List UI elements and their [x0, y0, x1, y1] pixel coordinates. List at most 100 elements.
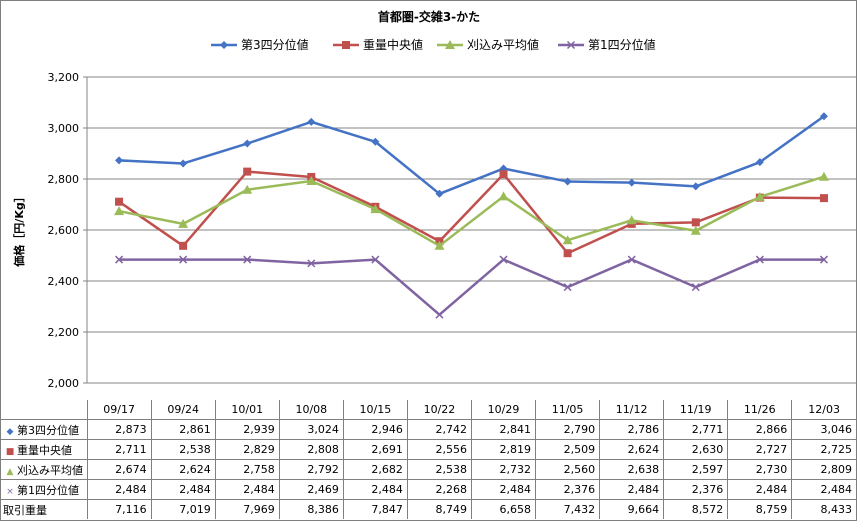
data-label: 2,861 — [150, 419, 216, 440]
data-label: 2,809 — [791, 459, 856, 480]
data-point — [691, 182, 700, 191]
y-tick-label: 2,200 — [48, 326, 80, 339]
x-tick-label: 11/26 — [727, 400, 793, 420]
legend-marker — [566, 40, 576, 50]
data-label: 2,624 — [599, 439, 665, 460]
legend-item-4: 第1四分位値 — [558, 37, 656, 52]
data-label: 7,019 — [150, 499, 216, 519]
data-point — [690, 225, 701, 235]
data-label: 2,711 — [86, 439, 152, 460]
table-row: ◆ 第3四分位値 2,873 2,861 2,939 3,024 2,946 2,742 2,8… — [1, 419, 856, 440]
data-label: 2,866 — [727, 419, 793, 440]
data-label: 2,484 — [791, 479, 856, 500]
legend-item-2: 重量中央値 — [333, 37, 423, 52]
data-label: 2,742 — [406, 419, 472, 440]
data-label: 2,630 — [663, 439, 729, 460]
legend-marker — [342, 41, 350, 49]
y-tick-label: 3,000 — [48, 122, 80, 135]
table-row: ▲ 刈込み平均値 2,674 2,624 2,758 2,792 2,682 2,538 2,7… — [1, 459, 856, 480]
data-label: 8,572 — [663, 499, 729, 519]
data-label: 2,376 — [663, 479, 729, 500]
data-label: 8,759 — [727, 499, 793, 519]
data-label: 2,597 — [663, 459, 729, 480]
data-label: 2,560 — [535, 459, 601, 480]
data-label: 2,790 — [535, 419, 601, 440]
legend-label: 第3四分位値 — [241, 37, 309, 52]
data-label: 2,939 — [214, 419, 280, 440]
data-label: 2,556 — [406, 439, 472, 460]
data-point — [691, 283, 700, 292]
x-tick-label: 12/03 — [791, 400, 856, 420]
data-point — [371, 137, 380, 146]
data-point — [819, 112, 828, 121]
x-tick-label: 11/05 — [535, 400, 601, 420]
data-label: 8,386 — [278, 499, 344, 519]
data-point — [626, 215, 637, 225]
y-tick-label: 2,000 — [48, 377, 80, 390]
data-point — [754, 191, 765, 201]
legend-label: 重量中央値 — [363, 37, 423, 52]
row-label: × 第1四分位値 — [1, 479, 88, 500]
data-point — [115, 156, 124, 165]
data-point — [115, 197, 124, 206]
row-label: ▲ 刈込み平均値 — [1, 459, 88, 480]
data-label: 2,841 — [470, 419, 537, 440]
data-label: 3,024 — [278, 419, 344, 440]
data-label: 2,484 — [86, 479, 152, 500]
y-tick-label: 3,200 — [48, 71, 80, 84]
row-label: ◆ 第3四分位値 — [1, 419, 88, 440]
legend-item-1: 第3四分位値 — [211, 37, 309, 52]
data-label: 2,771 — [663, 419, 729, 440]
data-point — [434, 240, 445, 250]
data-point — [627, 178, 636, 187]
data-point — [819, 255, 828, 264]
data-point — [243, 139, 252, 148]
data-point — [178, 218, 189, 228]
row-label: ■ 重量中央値 — [1, 439, 88, 460]
y-tick-label: 2,600 — [48, 224, 80, 237]
data-label: 3,046 — [791, 419, 856, 440]
row-label: 取引重量 — [1, 499, 88, 519]
x-tick-label: 10/29 — [470, 400, 537, 420]
data-label: 2,624 — [150, 459, 216, 480]
legend-key-x: × — [6, 486, 14, 497]
data-label: 2,786 — [599, 419, 665, 440]
data-point — [179, 159, 188, 168]
data-label: 2,484 — [214, 479, 280, 500]
data-point — [627, 255, 636, 264]
data-label: 2,725 — [791, 439, 856, 460]
data-point — [435, 189, 444, 198]
data-point — [114, 206, 125, 216]
data-label: 2,376 — [535, 479, 601, 500]
x-tick-label: 10/01 — [214, 400, 280, 420]
data-label: 9,664 — [599, 499, 665, 519]
data-label: 2,732 — [470, 459, 537, 480]
x-tick-label: 09/17 — [86, 400, 152, 420]
series-4 — [115, 255, 828, 319]
data-point — [242, 184, 253, 194]
series-line — [118, 115, 825, 196]
data-point — [563, 283, 572, 292]
data-point — [498, 191, 509, 201]
data-label: 2,469 — [278, 479, 344, 500]
series-3 — [114, 171, 829, 250]
data-point — [563, 249, 572, 258]
data-label: 2,730 — [727, 459, 793, 480]
series-1 — [115, 112, 828, 198]
table-row: × 第1四分位値 2,484 2,484 2,484 2,469 2,484 2,268 2,4… — [1, 479, 856, 500]
data-label: 2,946 — [342, 419, 408, 440]
series-line — [118, 175, 825, 248]
legend-item-3: 刈込み平均値 — [437, 37, 539, 52]
legend-label: 第1四分位値 — [588, 37, 656, 52]
data-label: 2,638 — [599, 459, 665, 480]
plot-area — [114, 112, 829, 319]
data-point — [115, 255, 124, 264]
data-label: 2,268 — [406, 479, 472, 500]
data-point — [563, 177, 572, 186]
data-label: 2,808 — [278, 439, 344, 460]
series-line — [118, 170, 824, 255]
data-label: 8,749 — [406, 499, 472, 519]
data-label: 2,691 — [342, 439, 408, 460]
legend-key-triangle: ▲ — [6, 466, 14, 477]
